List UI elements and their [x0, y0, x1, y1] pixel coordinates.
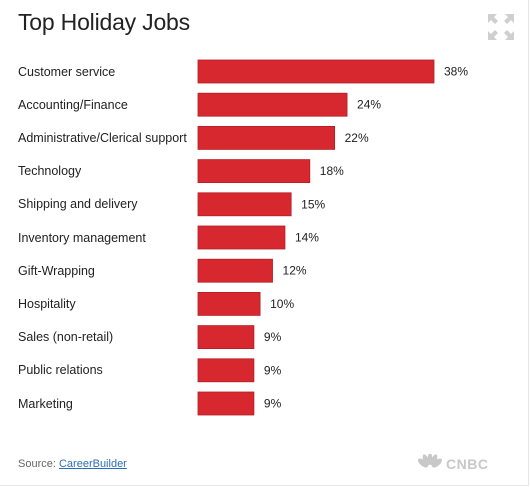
- category-label: Administrative/Clerical support: [18, 130, 187, 145]
- chart-title: Top Holiday Jobs: [18, 9, 190, 35]
- category-label: Gift-Wrapping: [18, 263, 95, 278]
- category-label: Technology: [18, 164, 82, 179]
- bar: [197, 192, 292, 217]
- data-label: 9%: [264, 397, 282, 411]
- bar: [197, 92, 348, 117]
- data-label: 24%: [357, 98, 381, 112]
- bar: [197, 59, 435, 84]
- bar: [197, 225, 286, 250]
- source-link[interactable]: CareerBuilder: [58, 458, 127, 470]
- category-label: Public relations: [18, 363, 103, 378]
- expand-icon[interactable]: [488, 14, 514, 40]
- bar: [197, 391, 255, 416]
- brand-logo: CNBC: [418, 452, 489, 475]
- brand-name: CNBC: [446, 456, 489, 472]
- data-label: 15%: [301, 197, 325, 211]
- source-line: Source: CareerBuilder: [18, 458, 127, 470]
- data-label: 10%: [270, 297, 294, 311]
- category-label: Inventory management: [18, 230, 146, 245]
- category-label: Accounting/Finance: [18, 97, 128, 112]
- bar: [197, 291, 261, 316]
- bar-chart: 38% 24% 22% 18% 15% 14% 12% 10% 9% 9% 9%: [197, 59, 468, 416]
- bar: [197, 126, 336, 150]
- data-label: 12%: [283, 264, 307, 278]
- category-label: Customer service: [18, 64, 116, 79]
- peacock-icon: [418, 452, 442, 475]
- bar: [197, 325, 255, 350]
- data-label: 38%: [444, 65, 468, 79]
- source-prefix: Source:: [18, 458, 56, 470]
- data-label: 18%: [320, 164, 344, 178]
- category-label: Marketing: [18, 396, 73, 411]
- category-label: Sales (non-retail): [18, 330, 114, 345]
- category-label: Hospitality: [18, 296, 76, 311]
- data-label: 9%: [264, 330, 282, 344]
- data-label: 9%: [264, 363, 282, 377]
- bar: [197, 358, 255, 383]
- data-label: 22%: [345, 131, 369, 145]
- bar: [197, 159, 311, 184]
- category-label: Shipping and delivery: [18, 197, 138, 212]
- data-label: 14%: [295, 231, 319, 245]
- bar: [197, 258, 273, 283]
